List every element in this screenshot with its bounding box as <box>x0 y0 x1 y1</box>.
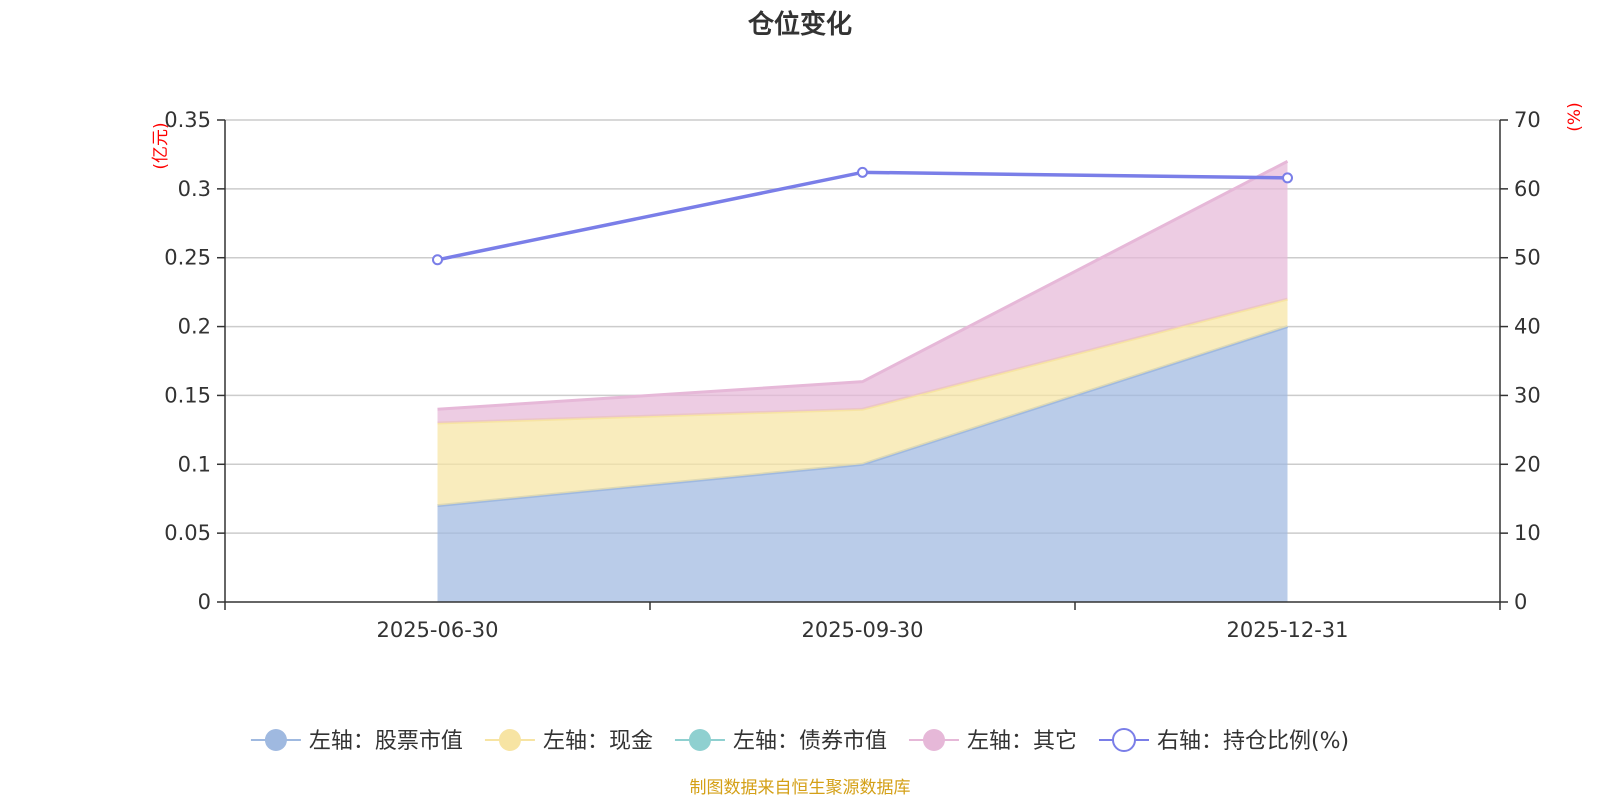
hollow-circle-icon <box>1111 728 1136 752</box>
left-tick-label: 0.2 <box>178 315 211 339</box>
right-tick-label: 40 <box>1514 315 1541 339</box>
x-axis-ticks: 2025-06-30 2025-09-30 2025-12-31 <box>224 602 1501 642</box>
stacked-areas <box>437 159 1289 602</box>
right-tick-label: 0 <box>1514 590 1527 614</box>
legend-item: 左轴：现金 <box>484 729 653 754</box>
right-tick-label: 50 <box>1514 246 1541 270</box>
x-tick-label: 2025-12-31 <box>1226 618 1348 642</box>
right-tick-label: 70 <box>1514 108 1541 132</box>
right-tick-label: 30 <box>1514 383 1541 407</box>
left-tick-label: 0.1 <box>178 452 211 476</box>
right-axis-ticks: 0 10 20 30 40 50 60 70 <box>1500 108 1541 614</box>
chart-title: 仓位变化 <box>747 9 852 40</box>
ratio-point <box>432 254 443 266</box>
legend-item: 左轴：其它 <box>908 729 1077 754</box>
area-左轴：现金 <box>437 299 1288 506</box>
axes <box>224 120 1501 603</box>
right-tick-label: 60 <box>1514 177 1541 201</box>
filled-circle-icon <box>688 729 711 751</box>
ratio-line <box>432 166 1293 266</box>
left-axis-ticks: 0 0.05 0.1 0.15 0.2 0.25 0.3 0.35 <box>164 108 225 614</box>
legend-item: 左轴：债券市值 <box>674 729 887 754</box>
left-tick-label: 0 <box>198 590 211 614</box>
legend-item: 右轴：持仓比例(%) <box>1098 728 1349 754</box>
ratio-point <box>1282 172 1293 184</box>
legend-item: 左轴：股票市值 <box>250 729 463 754</box>
left-tick-label: 0.3 <box>178 177 211 201</box>
left-tick-label: 0.35 <box>164 108 211 132</box>
right-axis-name: (%) <box>1565 102 1585 131</box>
legend: 左轴：股票市值 左轴：现金 左轴：债券市值 左轴：其它 右轴：持仓比例(%) <box>250 728 1349 754</box>
left-tick-label: 0.05 <box>164 521 211 545</box>
legend-label: 右轴：持仓比例(%) <box>1157 729 1349 754</box>
right-tick-label: 20 <box>1514 452 1541 476</box>
filled-circle-icon <box>922 729 945 751</box>
left-axis-name: (亿元) <box>151 122 171 169</box>
filled-circle-icon <box>498 729 521 751</box>
area-左轴：其它 <box>437 161 1288 423</box>
legend-label: 左轴：现金 <box>543 729 653 754</box>
left-tick-label: 0.25 <box>164 246 211 270</box>
x-tick-label: 2025-06-30 <box>376 618 498 642</box>
filled-circle-icon <box>264 729 287 751</box>
source-note: 制图数据来自恒生聚源数据库 <box>690 778 911 798</box>
left-tick-label: 0.15 <box>164 383 211 407</box>
right-tick-label: 10 <box>1514 521 1541 545</box>
ratio-point <box>857 166 868 178</box>
area-edge-左轴：其它 <box>437 159 1289 411</box>
legend-label: 左轴：债券市值 <box>733 729 887 754</box>
x-tick-label: 2025-09-30 <box>801 618 923 642</box>
legend-label: 左轴：股票市值 <box>309 729 463 754</box>
legend-label: 左轴：其它 <box>967 729 1077 754</box>
